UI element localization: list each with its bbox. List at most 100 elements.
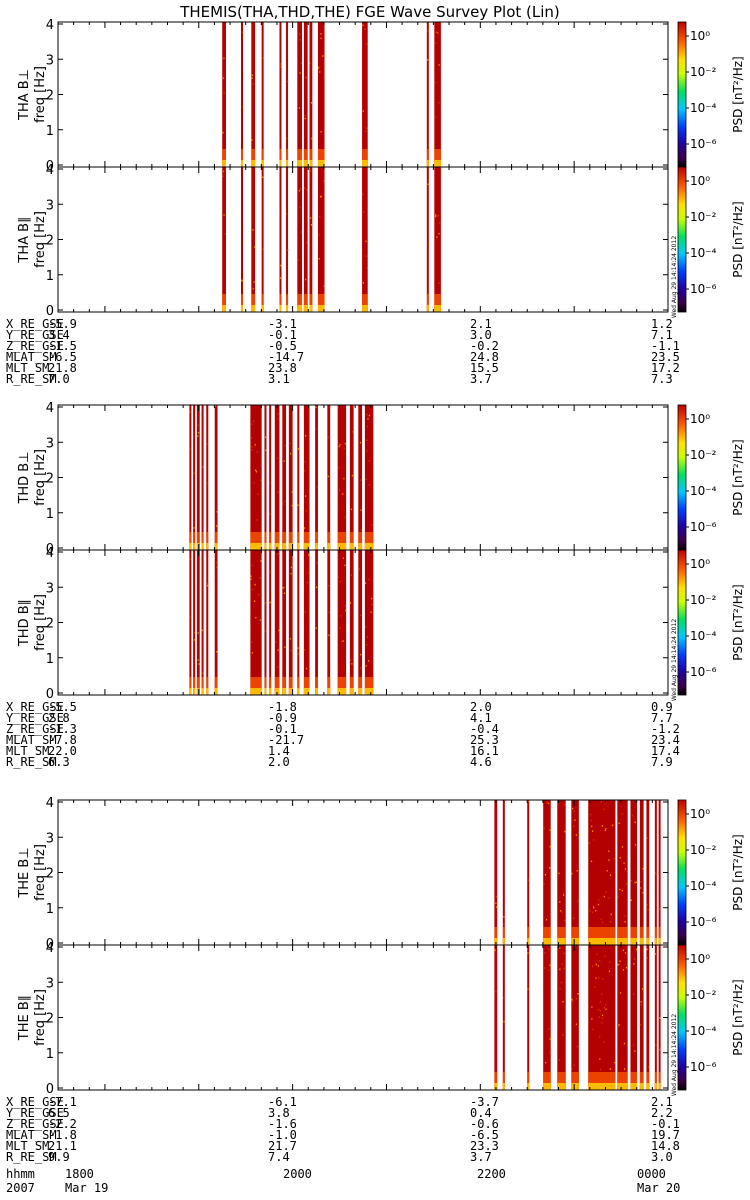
psd-lowfreq-band [297,149,302,167]
psd-speckle [595,977,597,979]
ephemeris-value: 23.5 [651,350,680,364]
psd-speckle [658,908,660,910]
psd-speckle [251,564,253,567]
psd-speckle [343,447,345,450]
psd-speckle [329,406,331,409]
ephemeris-value: 16.1 [470,744,499,758]
psd-speckle [216,511,218,513]
psd-column [189,405,192,550]
y-tick-label: 0 [46,542,54,557]
psd-speckle [547,802,549,805]
ephemeris-value: -7.1 [48,1095,77,1109]
psd-speckle [659,824,661,826]
colorbar-label: PSD [nT²/Hz] [731,56,745,132]
psd-speckle [503,916,505,918]
ephemeris-value: 3.1 [268,372,290,386]
psd-lowfreq-band [264,543,267,550]
psd-lowfreq-band [264,677,267,695]
y-tick-label: 2 [46,617,54,632]
psd-speckle [593,839,595,841]
psd-lowfreq-band [630,938,638,945]
psd-speckle [224,233,226,235]
psd-speckle [190,448,192,450]
psd-speckle [591,830,594,832]
psd-speckle [600,1068,602,1071]
psd-speckle [193,527,195,529]
psd-speckle [265,630,267,632]
psd-speckle [310,102,313,104]
psd-speckle [206,443,208,445]
psd-speckle [655,871,657,874]
psd-speckle [575,1023,578,1026]
ephemeris-value: 23.3 [470,1139,499,1153]
psd-speckle [341,493,344,495]
psd-speckle [328,611,330,614]
psd-column [639,800,644,945]
colorbar-tick-label: 10⁰ [690,952,710,966]
psd-column [241,22,243,167]
colorbar-tick-label: 10⁻⁴ [690,246,717,260]
psd-lowfreq-band [297,677,300,695]
psd-speckle [352,405,354,407]
psd-lowfreq-band [426,294,429,312]
psd-speckle [563,803,565,806]
psd-speckle [549,867,551,869]
colorbar-tick-label: 10⁻⁶ [690,282,717,296]
psd-speckle [435,42,437,45]
psd-lowfreq-band [588,1083,616,1090]
psd-speckle [298,33,301,35]
y-tick-label: 4 [46,796,54,811]
psd-speckle [646,957,649,959]
time-tick-label: 2200 [477,1167,506,1181]
psd-lowfreq-band [222,149,226,167]
panel-axis-label: freq [Hz] [33,844,48,901]
y-tick-label: 3 [46,198,54,213]
panel-probe-label: THA B⊥ [17,69,32,121]
figure-title: THEMIS(THA,THD,THE) FGE Wave Survey Plot… [179,3,560,21]
psd-lowfreq-band [426,160,429,167]
psd-speckle [601,921,604,924]
ephemeris-value: 2.1 [470,317,492,331]
ephemeris-value: -6.5 [48,350,77,364]
colorbar-tick-label: 10⁰ [690,807,710,821]
psd-speckle [305,435,307,437]
colorbar-scale [677,549,687,696]
psd-speckle [269,601,271,604]
psd-speckle [634,821,636,824]
psd-speckle [223,57,225,60]
psd-column [494,945,498,1090]
ephemeris-row-label: MLAT_SM [6,350,57,364]
timestamp-stamp: Wed Aug 29 14:14:24 2012 [671,619,678,701]
psd-column [349,405,354,550]
psd-lowfreq-band [494,1072,498,1090]
colorbar-tick-label: 10⁻² [690,65,717,79]
psd-speckle [435,215,437,218]
psd-speckle [549,964,551,967]
psd-speckle [257,493,259,495]
psd-speckle [280,65,282,68]
psd-lowfreq-band [327,688,331,695]
panel-probe-label: THE B⊥ [17,847,32,898]
psd-speckle [279,277,282,279]
psd-speckle [360,528,362,531]
ephemeris-value: -0.5 [268,339,297,353]
psd-speckle [592,905,595,908]
psd-speckle [573,1064,575,1067]
psd-speckle [320,33,322,35]
colorbar-tick-label: 10⁻² [690,843,717,857]
psd-speckle [366,439,368,441]
psd-lowfreq-band [527,927,530,945]
colorbar-scale [677,21,687,168]
ephemeris-row-label: Y_RE_GSE [6,1106,64,1120]
psd-column [274,550,280,695]
psd-speckle [597,965,599,967]
ephemeris-value: 2.0 [268,755,290,769]
ephemeris-value: 6.5 [48,1106,70,1120]
psd-speckle [297,652,299,655]
psd-speckle [608,859,610,861]
psd-speckle [605,1003,607,1006]
y-tick-label: 1 [46,1047,54,1062]
psd-speckle [250,575,252,577]
psd-speckle [193,472,195,475]
psd-speckle [427,59,429,61]
